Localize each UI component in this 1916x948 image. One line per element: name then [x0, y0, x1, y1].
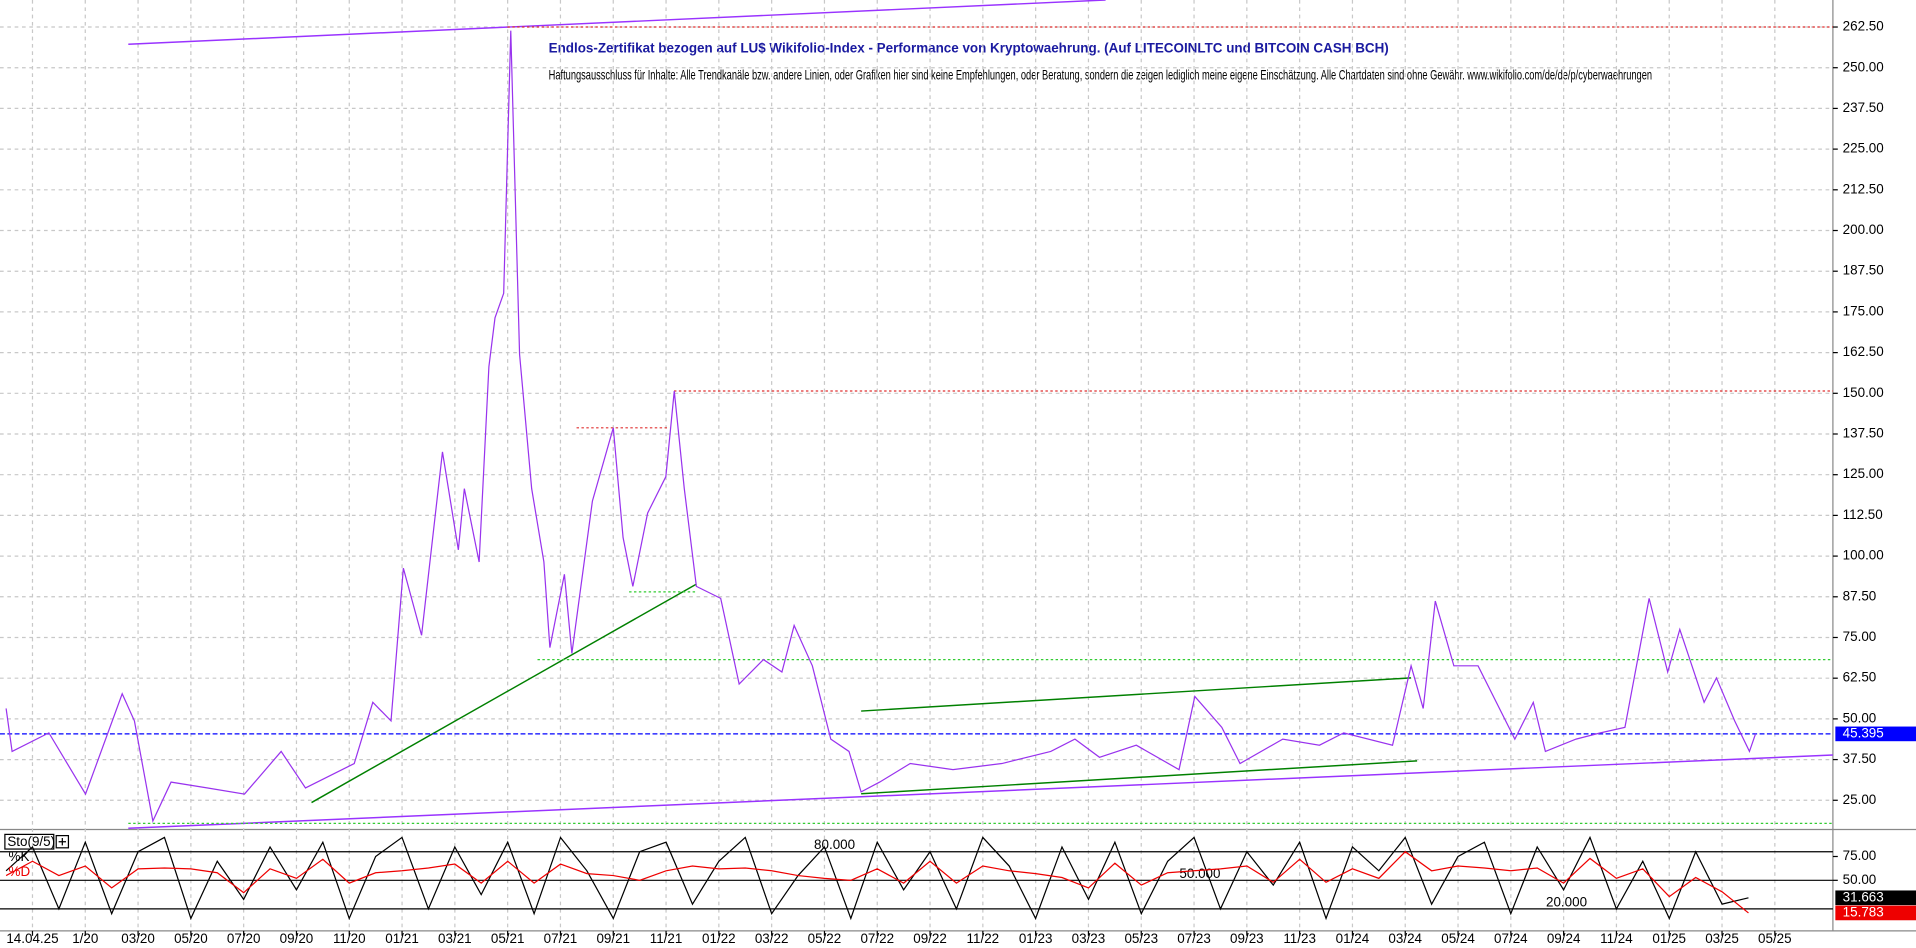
- last-value-label: 45.395: [1843, 725, 1884, 740]
- series-line: [5, 30, 1757, 824]
- last-value-label: 31.663: [1843, 889, 1884, 904]
- x-tick-label: 11/22: [967, 931, 1000, 946]
- x-tick-label: 03/23: [1072, 931, 1106, 946]
- x-tick-label: 01/21: [385, 931, 419, 946]
- x-tick-label: 05/23: [1124, 931, 1158, 946]
- y-tick-label: 262.50: [1843, 19, 1884, 34]
- chart-title: Endlos-Zertifikat bezogen auf LU$ Wikifo…: [549, 40, 1389, 55]
- x-tick-label: 09/23: [1230, 931, 1264, 946]
- x-tick-label: 07/24: [1494, 931, 1528, 946]
- panel-label: Sto(9/5): [7, 834, 55, 849]
- x-tick-label: 09/22: [913, 931, 947, 946]
- y-tick-label: 212.50: [1843, 181, 1884, 196]
- series-line: [5, 835, 1749, 921]
- y-tick-label: 200.00: [1843, 222, 1884, 237]
- x-tick-label: 03/21: [438, 931, 472, 946]
- x-tick-label: 07/20: [227, 931, 261, 946]
- x-tick-label: 01/24: [1336, 931, 1370, 946]
- x-tick-label: 09/24: [1547, 931, 1581, 946]
- panel-button-icon: [58, 838, 66, 846]
- legend-entry: %K: [9, 849, 30, 864]
- y-tick-label: 137.50: [1843, 426, 1884, 441]
- y-tick-label: 162.50: [1843, 344, 1884, 359]
- legend-entry: %D: [9, 864, 31, 879]
- y-tick-label: 100.00: [1843, 548, 1884, 563]
- y-tick-label: 50.00: [1843, 710, 1877, 725]
- y-tick-label: 87.50: [1843, 588, 1877, 603]
- last-value-box: [1835, 726, 1916, 742]
- x-tick-label: 14.04.25: [6, 931, 58, 946]
- trend-line: [128, 0, 1106, 46]
- x-tick-label: 05/22: [808, 931, 842, 946]
- x-tick-label: 1/20: [72, 931, 98, 946]
- x-tick-label: 01/22: [702, 931, 736, 946]
- y-tick-label: 25.00: [1843, 792, 1877, 807]
- x-tick-label: 07/21: [544, 931, 578, 946]
- last-value-label: 15.783: [1843, 904, 1884, 919]
- level-label: 20.000: [1546, 894, 1587, 909]
- y-tick-label: 75.00: [1843, 848, 1877, 863]
- last-value-box: [1835, 890, 1916, 906]
- trend-line: [861, 760, 1418, 795]
- x-tick-label: 07/22: [860, 931, 894, 946]
- x-tick-label: 11/24: [1600, 931, 1633, 946]
- series-line: [5, 850, 1749, 914]
- x-tick-label: 03/20: [121, 931, 155, 946]
- x-tick-label: 09/20: [280, 931, 314, 946]
- chart-subtitle: Haftungsausschluss für Inhalte: Alle Tre…: [549, 67, 1652, 82]
- x-tick-label: 05/20: [174, 931, 208, 946]
- x-tick-label: 01/25: [1652, 931, 1686, 946]
- x-tick-label: 09/21: [596, 931, 630, 946]
- y-tick-label: 37.50: [1843, 751, 1877, 766]
- trend-line: [311, 583, 697, 804]
- y-tick-label: 187.50: [1843, 263, 1884, 278]
- y-tick-label: 175.00: [1843, 303, 1884, 318]
- y-tick-label: 50.00: [1843, 872, 1877, 887]
- x-tick-label: 05/24: [1441, 931, 1475, 946]
- x-tick-label: 03/24: [1388, 931, 1422, 946]
- x-tick-label: 11/23: [1283, 931, 1316, 946]
- x-tick-label: 07/23: [1177, 931, 1211, 946]
- y-tick-label: 125.00: [1843, 466, 1884, 481]
- x-tick-label: 03/22: [755, 931, 789, 946]
- x-tick-label: 11/21: [650, 931, 683, 946]
- y-tick-label: 62.50: [1843, 670, 1877, 685]
- trend-line: [128, 754, 1833, 830]
- x-tick-label: 01/23: [1019, 931, 1053, 946]
- y-tick-label: 237.50: [1843, 100, 1884, 115]
- x-tick-label: 03/25: [1705, 931, 1739, 946]
- level-label: 80.000: [814, 837, 855, 852]
- y-tick-label: 150.00: [1843, 385, 1884, 400]
- last-value-box: [1835, 905, 1916, 921]
- y-tick-label: 225.00: [1843, 141, 1884, 156]
- x-tick-label: 05/21: [491, 931, 525, 946]
- y-tick-label: 112.50: [1843, 507, 1883, 522]
- y-tick-label: 250.00: [1843, 59, 1884, 74]
- x-tick-label: 11/20: [333, 931, 366, 946]
- y-tick-label: 75.00: [1843, 629, 1877, 644]
- trend-line: [861, 677, 1412, 712]
- level-label: 50.000: [1179, 866, 1220, 881]
- x-tick-label: 05/25: [1758, 931, 1792, 946]
